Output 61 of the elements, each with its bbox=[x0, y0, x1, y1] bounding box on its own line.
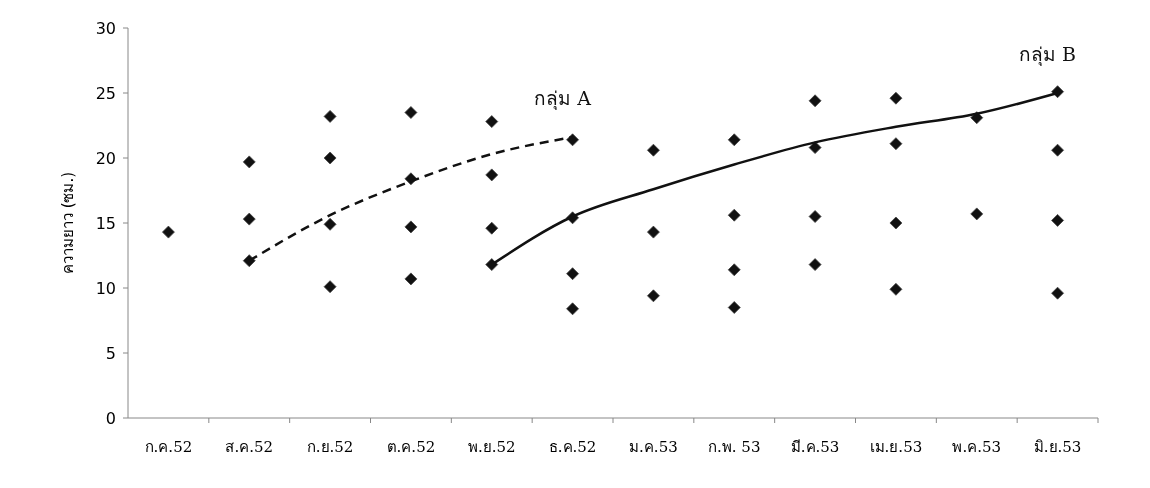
point bbox=[889, 91, 903, 105]
point bbox=[1051, 214, 1064, 227]
point bbox=[889, 216, 903, 230]
point bbox=[404, 220, 418, 234]
x-tick-label: ม.ค.53 bbox=[629, 438, 678, 456]
point bbox=[404, 272, 418, 286]
point bbox=[485, 115, 499, 128]
y-axis-title: ความยาว (ซม.) bbox=[59, 171, 77, 275]
point bbox=[808, 210, 822, 223]
y-tick-label: 25 bbox=[95, 83, 116, 103]
point bbox=[647, 225, 660, 239]
y-tick-label: 30 bbox=[95, 18, 116, 38]
series-label: กลุ่ม A bbox=[534, 87, 592, 112]
point bbox=[727, 133, 741, 147]
x-tick-label: ก.พ. 53 bbox=[708, 438, 761, 456]
point bbox=[485, 221, 499, 235]
point bbox=[162, 225, 175, 239]
x-tick-label: พ.ย.52 bbox=[467, 438, 516, 456]
point bbox=[808, 94, 822, 108]
point bbox=[566, 267, 579, 281]
point bbox=[566, 302, 579, 316]
point bbox=[404, 172, 418, 186]
x-tick-label: เม.ย.53 bbox=[869, 438, 923, 456]
point bbox=[323, 151, 337, 165]
y-tick-label: 10 bbox=[95, 278, 116, 298]
x-tick-label: มี.ค.53 bbox=[790, 438, 840, 456]
x-tick-label: ธ.ค.52 bbox=[548, 438, 597, 456]
point bbox=[727, 208, 741, 222]
point bbox=[242, 155, 256, 169]
point bbox=[566, 133, 579, 147]
y-tick-label: 20 bbox=[95, 148, 116, 168]
y-tick-label: 0 bbox=[105, 408, 116, 428]
x-tick-label: ต.ค.52 bbox=[386, 438, 436, 456]
point bbox=[485, 258, 499, 271]
series-label: กลุ่ม B bbox=[1019, 43, 1077, 67]
point bbox=[647, 143, 660, 157]
point bbox=[727, 301, 741, 314]
point bbox=[647, 289, 660, 303]
x-tick-label: พ.ค.53 bbox=[952, 438, 1002, 456]
point bbox=[970, 207, 984, 221]
point bbox=[242, 212, 256, 226]
x-tick-label: ก.ค.52 bbox=[144, 438, 193, 456]
point bbox=[1051, 286, 1064, 300]
point bbox=[727, 263, 741, 277]
point bbox=[808, 258, 822, 271]
point bbox=[485, 168, 499, 182]
point bbox=[323, 217, 337, 231]
point bbox=[242, 254, 256, 268]
y-tick-label: 15 bbox=[95, 213, 116, 233]
point bbox=[1051, 143, 1064, 157]
point bbox=[1051, 85, 1064, 99]
point bbox=[889, 137, 903, 151]
point bbox=[808, 141, 822, 154]
point bbox=[889, 282, 903, 296]
x-tick-label: ส.ค.52 bbox=[225, 438, 274, 456]
x-tick-label: ก.ย.52 bbox=[306, 438, 354, 456]
point bbox=[323, 280, 337, 294]
point bbox=[404, 106, 418, 119]
point bbox=[323, 110, 337, 123]
x-tick-label: มิ.ย.53 bbox=[1033, 438, 1082, 456]
y-tick-label: 5 bbox=[105, 343, 116, 363]
